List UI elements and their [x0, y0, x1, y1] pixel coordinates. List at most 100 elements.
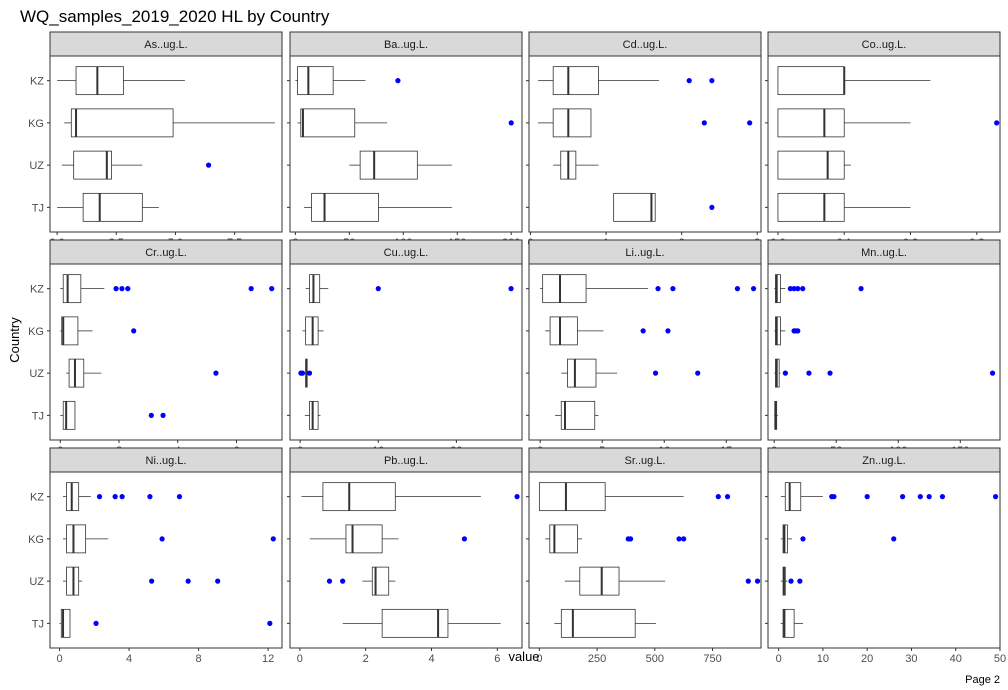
box-kz	[538, 482, 731, 512]
box-iqr	[552, 66, 599, 96]
box-kg	[297, 108, 514, 138]
outlier-point	[508, 286, 514, 292]
y-tick-label: UZ	[29, 576, 44, 588]
facet-strip-label: Ni..ug.L.	[146, 455, 187, 467]
box-iqr	[66, 524, 87, 554]
box-iqr	[784, 482, 802, 512]
x-tick-label: 4	[428, 653, 434, 665]
outlier-point	[831, 494, 837, 500]
outlier-point	[782, 370, 788, 376]
box-kz	[538, 66, 715, 96]
facet-panel: Ni..ug.L. KZ KG UZ TJ 0 4 8 12	[28, 447, 283, 665]
outlier-point	[215, 578, 221, 584]
box-kz	[305, 274, 514, 304]
outlier-point	[206, 162, 212, 168]
box-iqr	[68, 358, 85, 388]
x-tick-label: 6	[494, 653, 500, 665]
outlier-point	[806, 370, 812, 376]
box-iqr	[613, 192, 656, 222]
outlier-point	[508, 120, 514, 126]
x-tick-label: 0	[536, 653, 542, 665]
box-iqr	[300, 108, 356, 138]
outlier-point	[176, 494, 183, 500]
box-iqr	[782, 608, 795, 638]
facet-panel: Sr..ug.L. 0 250 500 750	[526, 447, 762, 665]
y-tick-label: KG	[28, 118, 44, 130]
box-iqr	[777, 192, 845, 222]
box-iqr	[297, 66, 334, 96]
x-tick-label: 4	[126, 653, 132, 665]
facet-panel: Ba..ug.L.050100150200	[287, 31, 523, 249]
outlier-point	[93, 620, 99, 626]
box-kg	[60, 316, 137, 346]
facet-strip	[528, 447, 762, 473]
facet-panels: As..ug.L.KZKGUZTJ0.02.55.07.5Ba..ug.L.05…	[28, 31, 1006, 665]
y-tick-label: KZ	[30, 284, 44, 296]
outlier-point	[917, 494, 923, 500]
facet-strip-label: Pb..ug.L.	[384, 455, 428, 467]
box-iqr	[62, 400, 76, 430]
outlier-point	[701, 120, 707, 126]
outlier-point	[724, 494, 731, 500]
outlier-point	[395, 78, 401, 84]
box-tj	[774, 400, 778, 430]
facet-strip	[528, 239, 762, 265]
facet-panel: Li..ug.L.051015	[526, 239, 762, 457]
x-tick-label: 12	[262, 653, 274, 665]
facet-strip	[289, 31, 523, 57]
outlier-point	[340, 578, 346, 584]
outlier-point	[119, 286, 125, 292]
y-axis-title: Country	[7, 317, 22, 363]
box-iqr	[75, 66, 124, 96]
box-tj	[777, 192, 911, 222]
facet-panel: Cd..ug.L.0123	[526, 31, 762, 249]
y-tick-label: TJ	[32, 410, 44, 422]
outlier-point	[514, 494, 520, 500]
box-kz	[295, 66, 401, 96]
y-tick-label: KG	[28, 326, 44, 338]
facet-strip-label: As..ug.L.	[144, 39, 187, 51]
outlier-point	[119, 494, 125, 500]
box-uz	[63, 566, 221, 596]
box-uz	[774, 358, 996, 388]
outlier-point	[306, 370, 313, 376]
y-tick-label: KZ	[30, 492, 44, 504]
outlier-point	[797, 578, 803, 584]
box-tj	[304, 400, 321, 430]
outlier-point	[269, 286, 275, 292]
outlier-point	[160, 412, 166, 418]
box-iqr	[579, 566, 620, 596]
x-tick-label: 500	[646, 653, 664, 665]
outlier-point	[734, 286, 741, 292]
outlier-point	[670, 286, 676, 292]
box-kg	[302, 316, 324, 346]
box-kz	[60, 274, 275, 304]
box-kg	[777, 108, 1000, 138]
facet-panel: Zn..ug.L. 0 10 20 30 40 50	[765, 447, 1006, 665]
outlier-point	[131, 328, 137, 334]
outlier-point	[992, 494, 999, 500]
facet-strip-label: Sr..ug.L.	[625, 455, 666, 467]
box-uz	[61, 150, 212, 180]
outlier-point	[994, 120, 1000, 126]
outlier-point	[715, 494, 721, 500]
facet-strip-label: Zn..ug.L.	[862, 455, 905, 467]
outlier-point	[676, 536, 682, 542]
outlier-point	[791, 286, 797, 292]
box-uz	[561, 358, 701, 388]
x-tick-label: 0	[776, 653, 782, 665]
facet-strip	[289, 239, 523, 265]
facet-plot-area	[767, 263, 1001, 441]
facet-plot-area	[49, 263, 283, 441]
box-iqr	[62, 274, 82, 304]
box-iqr	[777, 150, 845, 180]
x-tick-label: 2	[363, 653, 369, 665]
box-uz	[326, 566, 396, 596]
outlier-point	[299, 370, 306, 376]
outlier-point	[665, 328, 671, 334]
outlier-point	[627, 536, 634, 542]
box-uz	[349, 150, 452, 180]
box-uz	[298, 358, 313, 388]
facet-strip	[49, 31, 283, 57]
outlier-point	[695, 370, 701, 376]
